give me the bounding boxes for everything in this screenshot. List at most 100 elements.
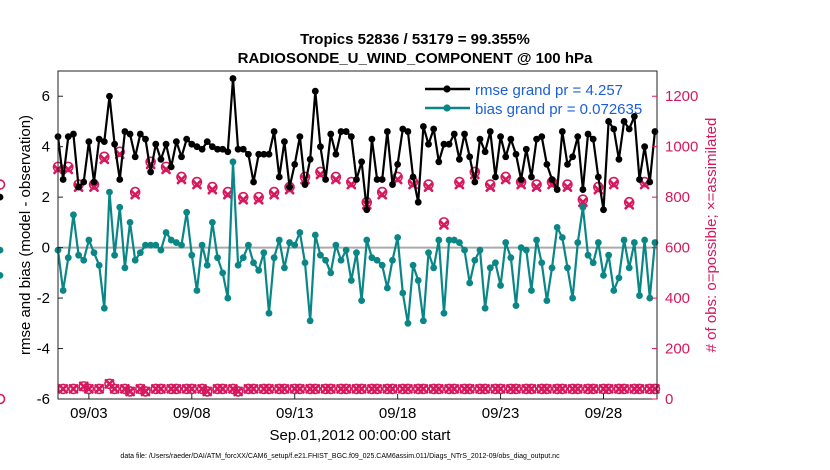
assimilated-count-marker xyxy=(279,384,290,394)
assimilated-count-marker xyxy=(511,384,521,394)
rmse-point xyxy=(533,135,540,143)
rmse-point xyxy=(430,125,438,133)
rmse-point xyxy=(95,135,103,143)
possible-count-marker xyxy=(119,383,131,395)
x-tick-label: 09/13 xyxy=(276,405,314,422)
rmse-point xyxy=(245,150,252,158)
rmse-point xyxy=(332,150,340,158)
assimilated-count-marker xyxy=(500,174,511,185)
rmse-point xyxy=(126,130,134,138)
bias-point xyxy=(389,256,396,264)
rmse-point xyxy=(208,143,216,151)
bias-point xyxy=(167,236,175,244)
x-tick-label: 09/03 xyxy=(70,405,108,422)
rmse-point xyxy=(106,92,113,100)
rmse-point xyxy=(147,168,155,176)
rmse-point xyxy=(492,173,499,181)
bias-point xyxy=(178,241,185,249)
assimilated-count-marker xyxy=(495,384,506,394)
y-right-tick-label: 0 xyxy=(665,391,673,408)
assimilated-count-marker xyxy=(119,384,130,394)
rmse-point xyxy=(564,160,571,168)
bias-point xyxy=(208,218,216,226)
rmse-point xyxy=(327,130,335,138)
rmse-point xyxy=(136,130,144,138)
bias-point xyxy=(430,264,438,272)
rmse-point xyxy=(275,173,283,181)
possible-count-marker xyxy=(207,181,218,193)
rmse-point xyxy=(152,140,160,148)
rmse-point xyxy=(615,155,623,163)
assimilated-count-marker xyxy=(171,384,182,394)
bias-point xyxy=(332,241,340,249)
bias-point xyxy=(224,294,232,302)
y-right-tick-label: 200 xyxy=(665,341,690,358)
possible-count-marker xyxy=(99,151,110,163)
bias-point xyxy=(368,254,376,262)
assimilated-count-marker xyxy=(418,384,429,394)
y-right-tick-label: 1000 xyxy=(665,139,698,156)
assimilated-count-marker xyxy=(264,384,274,394)
bias-point xyxy=(569,294,577,302)
bias-point xyxy=(497,282,504,289)
rmse-point xyxy=(584,130,592,138)
bias-point xyxy=(574,239,582,246)
possible-count-marker xyxy=(531,179,542,190)
plot-marks xyxy=(0,75,661,405)
assimilated-count-marker xyxy=(125,386,135,397)
bias-point xyxy=(342,246,350,254)
bias-point xyxy=(152,241,160,249)
rmse-point xyxy=(522,145,530,153)
x-tick-label: 09/18 xyxy=(379,405,417,422)
possible-count-marker xyxy=(83,383,95,395)
legend-rmse-label: rmse grand pr = 4.257 xyxy=(475,82,623,99)
assimilated-count-marker xyxy=(83,384,94,394)
bias-point xyxy=(64,254,72,262)
bias-point xyxy=(373,256,381,264)
assimilated-count-marker xyxy=(192,179,202,190)
assimilated-count-marker xyxy=(403,384,413,394)
rmse-point xyxy=(512,150,520,158)
rmse-point xyxy=(435,158,443,166)
bias-point xyxy=(502,239,510,246)
rmse-point xyxy=(558,128,566,135)
possible-count-marker xyxy=(135,383,146,395)
rmse-point xyxy=(455,155,463,163)
assimilated-count-marker xyxy=(562,182,573,192)
possible-count-marker xyxy=(423,179,434,190)
rmse-point xyxy=(270,128,278,135)
rmse-point xyxy=(594,173,602,181)
assimilated-count-marker xyxy=(109,384,120,394)
assimilated-count-marker xyxy=(439,220,449,230)
y-axis-label: rmse and bias (model - observation) xyxy=(17,115,34,355)
bias-point xyxy=(306,317,314,325)
assimilated-count-marker xyxy=(433,384,444,394)
rmse-point xyxy=(172,138,180,146)
rmse-point xyxy=(162,140,170,148)
assimilated-count-marker xyxy=(99,154,110,165)
rmse-point xyxy=(368,135,376,143)
bias-point xyxy=(116,203,124,211)
rmse-point xyxy=(353,176,360,183)
possible-count-marker xyxy=(57,383,69,395)
rmse-point xyxy=(239,145,247,153)
bias-point xyxy=(239,254,247,262)
rmse-point xyxy=(363,206,371,214)
assimilated-count-marker xyxy=(423,182,434,192)
rmse-point xyxy=(85,138,93,146)
rmse-point xyxy=(214,145,221,153)
bias-point xyxy=(255,266,263,274)
bias-point xyxy=(404,319,412,327)
bias-point xyxy=(636,292,643,299)
rmse-point xyxy=(188,140,196,148)
rmse-point xyxy=(502,153,510,161)
bias-point xyxy=(353,249,360,257)
assimilated-count-marker xyxy=(94,384,105,394)
assimilated-count-marker xyxy=(588,384,599,394)
assimilated-count-marker xyxy=(485,182,496,192)
assimilated-count-marker xyxy=(464,384,475,394)
assimilated-count-marker xyxy=(341,384,352,394)
rmse-point xyxy=(260,150,268,158)
assimilated-count-marker xyxy=(228,384,238,394)
